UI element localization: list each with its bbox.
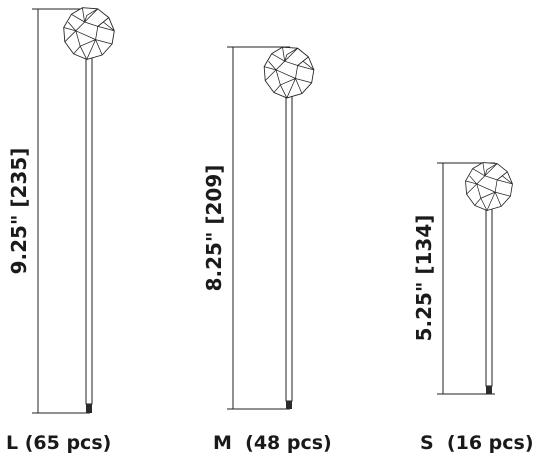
large-size-label: L (65 pcs) — [6, 432, 112, 454]
large-dimension-label: 9.25" [235] — [7, 148, 31, 275]
large-faceted-head — [63, 7, 115, 60]
small-faceted-head — [465, 162, 513, 211]
small-stick-tip — [486, 386, 492, 394]
small-dimension-label: 5.25" [134] — [412, 215, 436, 342]
medium-size-label: M (48 pcs) — [213, 432, 332, 454]
large-stick-tip — [86, 404, 92, 413]
medium-dimension-line — [227, 46, 290, 410]
medium-marker: 8.25" [209] — [202, 46, 315, 410]
small-size-label: S (16 pcs) — [420, 432, 534, 454]
medium-faceted-head — [263, 46, 315, 99]
small-marker: 5.25" [134] — [412, 162, 513, 395]
large-stick — [85, 57, 93, 413]
medium-dimension-label: 8.25" [209] — [202, 165, 226, 292]
medium-stick — [285, 95, 293, 409]
large-dimension-line — [32, 8, 90, 414]
medium-stick-tip — [286, 401, 292, 409]
large-marker: 9.25" [235] — [7, 7, 115, 414]
small-stick — [485, 208, 493, 394]
